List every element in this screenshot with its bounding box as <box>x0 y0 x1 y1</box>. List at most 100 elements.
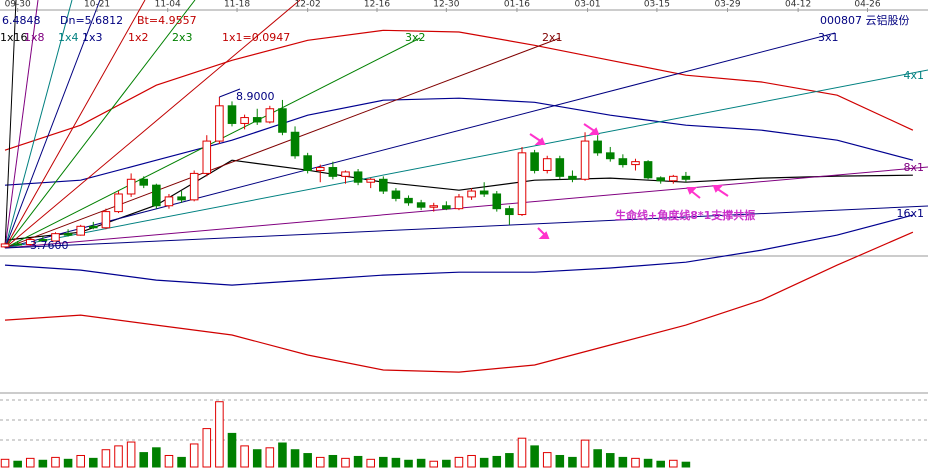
arrow <box>712 185 724 193</box>
candle-body <box>265 108 275 123</box>
candle-body <box>643 161 653 179</box>
x-tick-label: 12-16 <box>364 0 390 10</box>
x-tick-label: 01-16 <box>504 0 530 10</box>
volume-bar <box>580 439 590 468</box>
candle-body <box>227 105 237 124</box>
volume-bar <box>114 445 123 468</box>
volume-bar <box>341 457 350 468</box>
candle-body <box>164 196 174 207</box>
candle-body <box>0 243 10 248</box>
header-value: Bt=4.9557 <box>137 14 197 27</box>
candle-body <box>391 190 401 199</box>
candle-body <box>126 178 136 195</box>
annotation: 生命线+角度线8*1支撑共振 <box>615 208 755 222</box>
candle-body <box>328 167 338 177</box>
volume-bar <box>391 457 401 468</box>
volume-bar <box>530 445 539 468</box>
volume-bar <box>643 458 653 468</box>
candle-body <box>89 225 98 229</box>
volume-bar <box>126 441 136 468</box>
volume <box>0 401 691 468</box>
volume-bar <box>442 459 451 468</box>
volume-bar <box>290 449 300 468</box>
fan-label: 4x1 <box>903 69 924 82</box>
candle-body <box>101 211 111 229</box>
volume-bar <box>379 456 388 468</box>
volume-bar <box>505 453 514 468</box>
candle-body <box>139 178 149 186</box>
volume-bar <box>76 454 85 468</box>
candle-body <box>63 233 73 236</box>
volume-bar <box>467 454 476 468</box>
candle-body <box>353 171 363 183</box>
candle-body <box>467 190 476 198</box>
x-tick-label: 11-18 <box>224 0 250 10</box>
fan-line <box>4 37 561 249</box>
volume-bar <box>265 447 275 468</box>
volume-bar <box>404 459 413 468</box>
volume-bar <box>202 428 212 468</box>
fan-line <box>4 32 836 249</box>
indicator-line <box>4 231 914 373</box>
candle-body <box>252 117 262 123</box>
candle-body <box>76 225 85 236</box>
candles <box>0 96 691 249</box>
volume-bar <box>555 454 565 468</box>
candle-body <box>404 197 413 204</box>
x-tick-label: 03-01 <box>574 0 600 10</box>
fan-label: 1x2 <box>128 31 149 44</box>
candle-body <box>505 208 514 216</box>
x-tick-label: 03-29 <box>714 0 740 10</box>
indicator-line <box>4 29 914 151</box>
x-tick-label: 09-30 <box>5 0 31 10</box>
fan-label: 2x3 <box>172 31 193 44</box>
candle-body <box>631 161 640 166</box>
volume-bar <box>353 455 363 468</box>
candle-body <box>25 239 35 246</box>
fan-line <box>4 0 101 249</box>
fan-label: 3x2 <box>405 31 426 44</box>
candle-body <box>341 171 350 177</box>
volume-bar <box>13 460 22 468</box>
volume-bar <box>479 457 489 468</box>
candle-body <box>315 167 325 171</box>
arrow <box>538 231 550 239</box>
candle-body <box>38 239 48 242</box>
indicator-line <box>4 214 914 286</box>
candle-body <box>240 117 249 124</box>
volume-bar <box>0 458 10 468</box>
candle-body <box>656 177 665 182</box>
x-tick-label: 12-02 <box>295 0 321 10</box>
fan-label: 1x16 <box>0 31 28 44</box>
volume-bar <box>152 447 161 468</box>
candle-body <box>152 184 161 207</box>
candle-body <box>454 196 464 210</box>
fan-line <box>4 0 39 249</box>
candle-body <box>51 233 60 242</box>
fan-label: 1x4 <box>58 31 79 44</box>
indicator-lines <box>4 29 914 373</box>
candle-body <box>618 158 628 166</box>
candle-body <box>542 158 552 171</box>
low-label: 3.7600 <box>30 239 69 252</box>
candle-body <box>681 175 691 180</box>
volume-bar <box>429 460 439 468</box>
candle-body <box>593 140 602 154</box>
volume-bar <box>328 454 338 468</box>
volume-bar <box>215 401 224 468</box>
volume-bar <box>164 454 174 468</box>
volume-bar <box>227 432 237 468</box>
stock-name: 000807 云铝股份 <box>820 13 910 27</box>
candle-body <box>177 196 186 201</box>
x-tick-label: 04-12 <box>785 0 811 10</box>
fan-line <box>4 0 301 249</box>
volume-bar <box>38 459 48 468</box>
candle-body <box>568 175 577 180</box>
volume-bar <box>454 456 464 468</box>
x-tick-label: 11-04 <box>155 0 181 10</box>
arrow <box>686 187 698 195</box>
arrows <box>529 123 729 239</box>
fan-label: 1x1=0.0947 <box>222 31 290 44</box>
candle-body <box>530 152 539 171</box>
